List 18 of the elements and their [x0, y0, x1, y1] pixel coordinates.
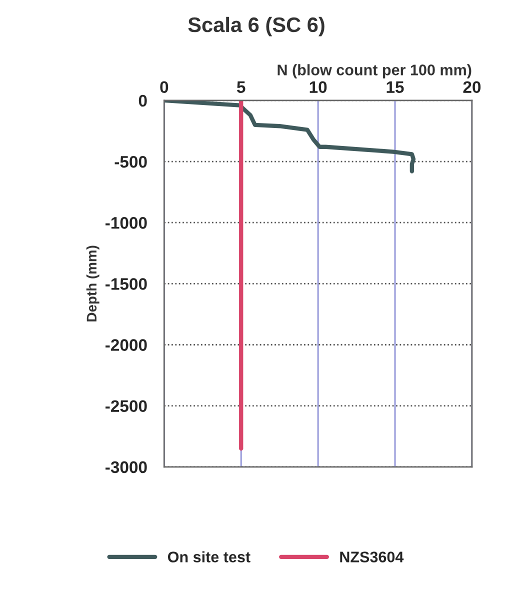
line-series: [164, 100, 416, 174]
x-axis-title: N (blow count per 100 mm): [278, 64, 472, 78]
x-tick-label: 0: [160, 81, 168, 94]
y-tick-label: 0: [138, 94, 147, 107]
y-tick-label: -1000: [106, 217, 147, 229]
x-tick-label: 10: [310, 81, 327, 94]
y-tick-label: -1500: [106, 278, 147, 290]
x-tick-label: 15: [386, 81, 404, 94]
y-tick-label: -2500: [106, 400, 147, 412]
legend-label: On site test: [168, 551, 250, 562]
y-tick-label: -2000: [106, 339, 147, 351]
x-tick-label: 5: [236, 81, 246, 94]
y-axis-title: Depth (mm): [86, 246, 100, 322]
y-tick-label: -500: [114, 156, 147, 168]
chart-title: Scala 6 (SC 6): [188, 16, 324, 36]
y-tick-label: -3000: [106, 461, 147, 474]
x-tick-label: 20: [463, 81, 481, 94]
legend-label: NZS3604: [340, 552, 404, 562]
